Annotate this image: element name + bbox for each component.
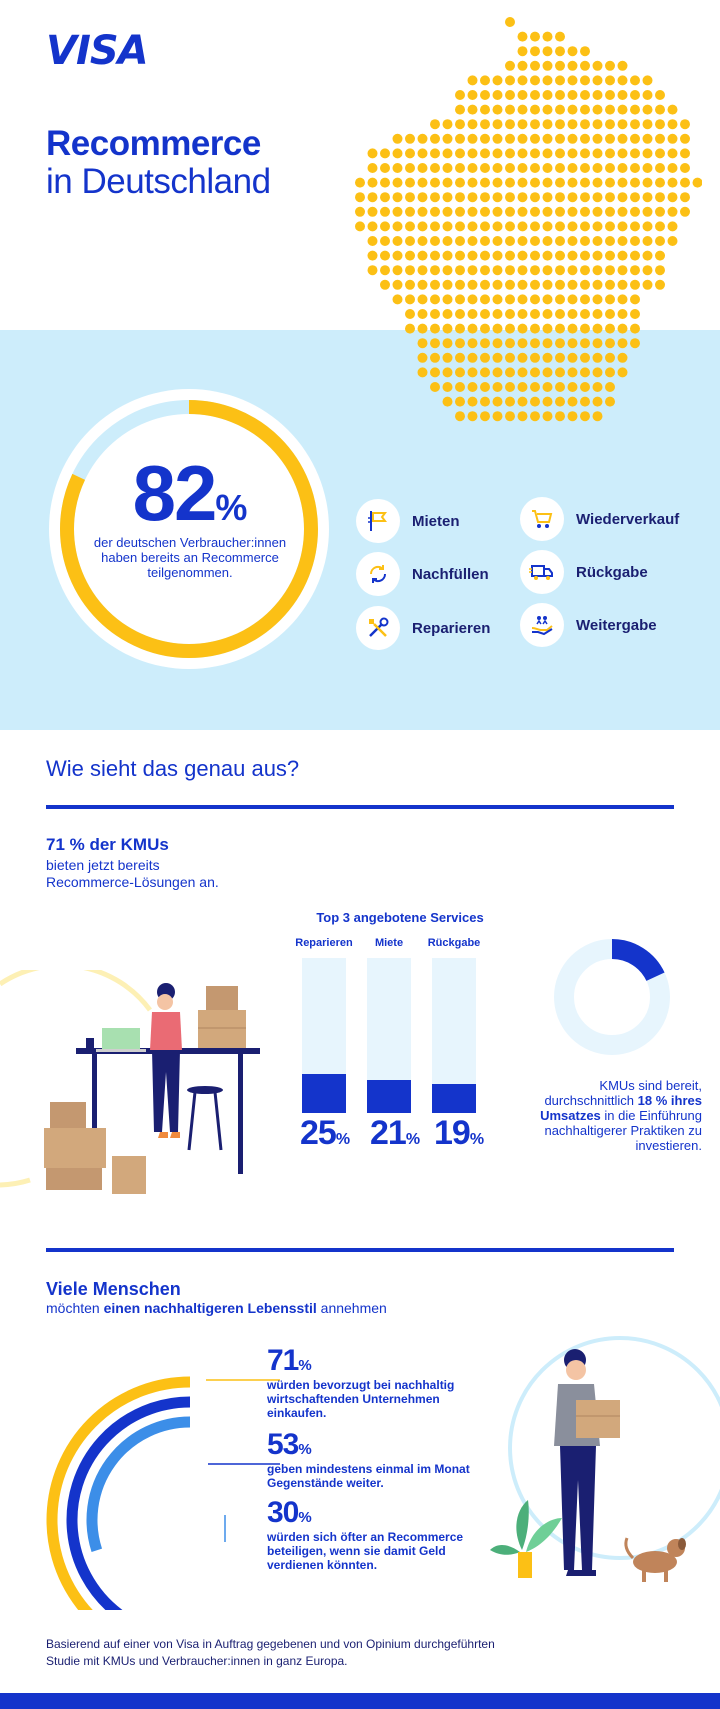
subheading-bold: einen nachhaltigeren Lebensstil — [103, 1300, 317, 1316]
service-label: Nachfüllen — [412, 565, 489, 583]
footer-line: Basierend auf einer von Visa in Auftrag … — [46, 1637, 495, 1651]
stat-sign: % — [298, 1441, 312, 1458]
bar-label-reparieren: Reparieren — [295, 937, 353, 949]
tools-icon — [356, 606, 400, 650]
bar-value-unit: % — [335, 1131, 351, 1148]
man-with-box-illustration-icon — [490, 1336, 720, 1582]
donut-caption: KMUs sind bereit, durchschnittlich 18 % … — [520, 1078, 702, 1153]
lifestyle-arcs — [46, 1376, 280, 1610]
investment-donut — [554, 939, 670, 1055]
stat-text: geben mindestens einmal im Monat Gegenst… — [267, 1462, 470, 1490]
stat-71: 71% würden bevorzugt bei nachhaltig wirt… — [267, 1344, 497, 1420]
bottom-brand-bar — [0, 1693, 720, 1709]
section-heading: Wie sieht das genau aus? — [46, 756, 300, 781]
kmu-stat-line: bieten jetzt bereits — [46, 857, 160, 873]
hero-percent: 82% — [58, 448, 322, 539]
service-item-rueckgabe: Rückgabe — [520, 550, 648, 594]
bar-value-miete: 21% — [370, 1114, 420, 1153]
service-label: Reparieren — [412, 619, 491, 637]
refill-icon — [356, 552, 400, 596]
subheading-text: annehmen — [320, 1300, 387, 1316]
stat-number: 71 — [267, 1344, 299, 1377]
donut-caption-bold: 18 % ihres Umsatzes — [540, 1093, 702, 1123]
bar-reparieren — [302, 1074, 346, 1113]
truck-icon — [520, 550, 564, 594]
footer-source-note: Basierend auf einer von Visa in Auftrag … — [46, 1636, 646, 1670]
subheading-text: möchten — [46, 1300, 100, 1316]
hero-percent-number: 82 — [132, 449, 218, 537]
page-subtitle: in Deutschland — [46, 162, 271, 201]
flag-icon — [356, 499, 400, 543]
stat-53: 53% geben mindestens einmal im Monat Geg… — [267, 1428, 497, 1490]
bar-value-reparieren: 25% — [300, 1114, 350, 1153]
section-subheading: möchten einen nachhaltigeren Lebensstil … — [46, 1300, 387, 1316]
service-item-mieten: Mieten — [356, 499, 460, 543]
stat-number: 30 — [267, 1496, 299, 1529]
service-label: Weitergabe — [576, 616, 657, 634]
page-title: Recommerce — [46, 124, 261, 163]
hero-percent-sign: % — [215, 487, 248, 528]
bar-label-miete: Miete — [374, 937, 404, 949]
bar-rueckgabe — [432, 1083, 476, 1113]
hero-ring — [49, 389, 329, 669]
germany-dot-map-icon — [355, 17, 702, 422]
donut-caption-text: in die Einführung nachhaltigerer Praktik… — [544, 1108, 702, 1153]
bar-track-miete — [367, 958, 411, 1113]
kmu-stat-heading: 71 % der KMUs — [46, 835, 169, 854]
stat-30: 30% würden sich öfter an Recommerce bete… — [267, 1496, 497, 1572]
bar-value-unit: % — [469, 1131, 485, 1148]
donut-caption-text: KMUs sind bereit, durchschnittlich — [544, 1078, 702, 1108]
visa-logo: VISA — [46, 28, 149, 74]
stat-number: 53 — [267, 1428, 299, 1461]
kmu-stat-text: bieten jetzt bereits Recommerce-Lösungen… — [46, 857, 219, 891]
bar-value-number: 25 — [300, 1114, 337, 1152]
bar-track-reparieren — [302, 958, 346, 1113]
arc-71 — [46, 1376, 191, 1610]
stat-sign: % — [298, 1357, 312, 1374]
bar-label-rueckgabe: Rückgabe — [427, 937, 481, 949]
bar-value-unit: % — [405, 1131, 421, 1148]
divider — [46, 1248, 674, 1252]
bar-track-rueckgabe — [432, 958, 476, 1113]
bar-value-rueckgabe: 19% — [434, 1114, 484, 1153]
stat-sign: % — [298, 1509, 312, 1526]
service-item-weitergabe: Weitergabe — [520, 603, 657, 647]
bar-value-number: 21 — [370, 1114, 407, 1152]
footer-line: Studie mit KMUs und Verbraucher:innen in… — [46, 1654, 348, 1668]
service-item-reparieren: Reparieren — [356, 606, 490, 650]
chart-title: Top 3 angebotene Services — [316, 910, 484, 925]
hero-description: der deutschen Verbraucher:innen haben be… — [93, 535, 287, 580]
service-item-nachfuellen: Nachfüllen — [356, 552, 489, 596]
arc-53 — [66, 1396, 191, 1610]
hand-share-icon — [520, 603, 564, 647]
kmu-stat-line: Recommerce-Lösungen an. — [46, 874, 219, 890]
service-item-wiederverkauf: Wiederverkauf — [520, 497, 679, 541]
donut-segment — [554, 939, 670, 1055]
woman-desk-illustration-icon — [0, 970, 260, 1194]
cart-icon — [520, 497, 564, 541]
stat-text: würden bevorzugt bei nachhaltig wirtscha… — [267, 1378, 455, 1420]
stat-text: würden sich öfter an Recommerce beteilig… — [267, 1530, 464, 1572]
service-label: Rückgabe — [576, 563, 648, 581]
service-label: Mieten — [412, 512, 460, 530]
divider — [46, 805, 674, 809]
bar-value-number: 19 — [434, 1114, 471, 1152]
bar-miete — [367, 1080, 411, 1113]
section-heading: Viele Menschen — [46, 1279, 181, 1299]
service-label: Wiederverkauf — [576, 510, 680, 528]
arc-30 — [86, 1416, 191, 1552]
